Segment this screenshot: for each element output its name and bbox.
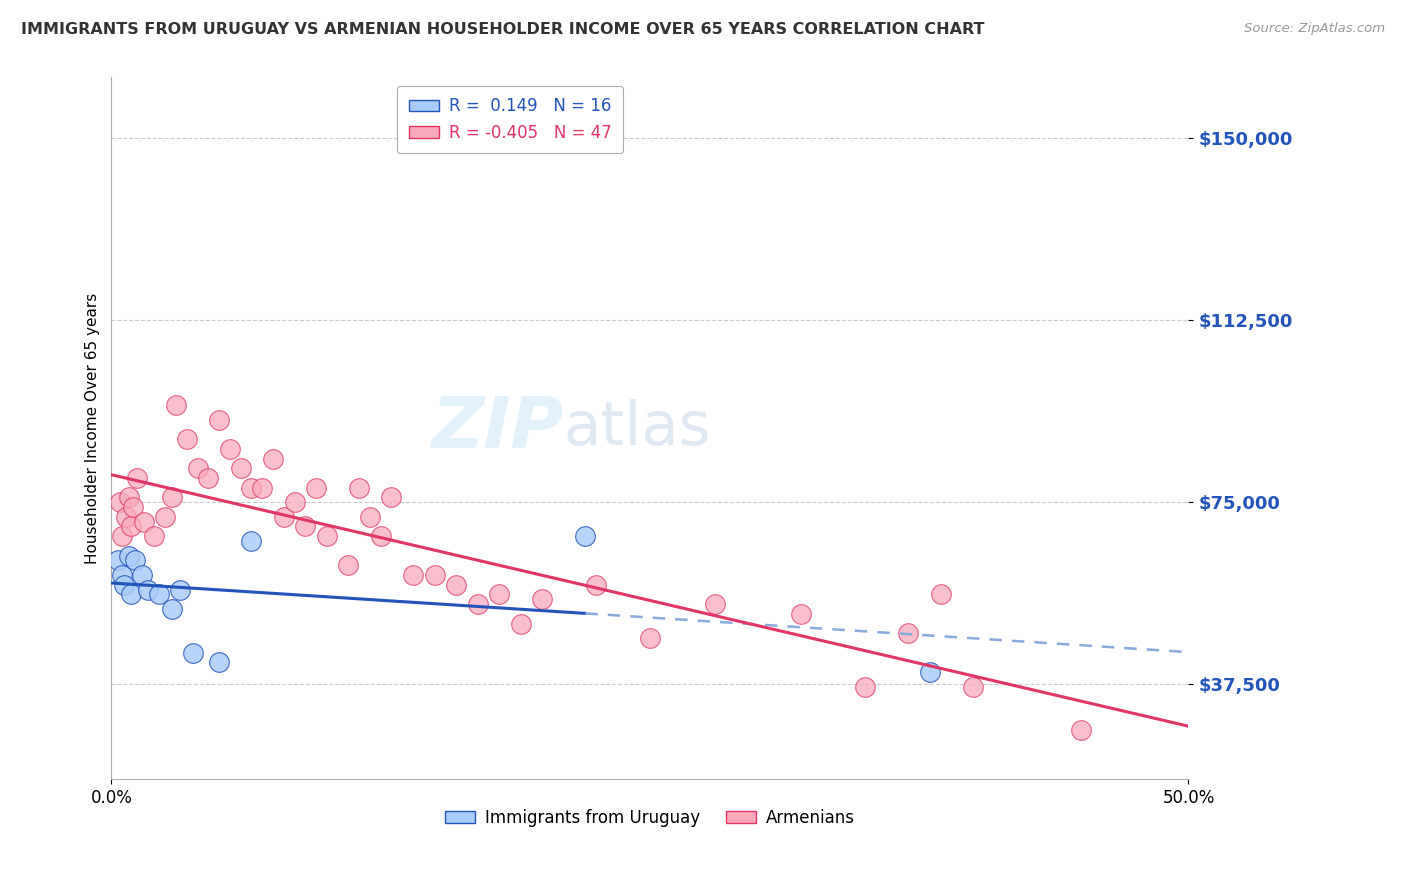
Point: [488, 587, 510, 601]
Point: [229, 461, 252, 475]
Point: [160, 602, 183, 616]
Point: [337, 558, 360, 573]
Point: [531, 592, 554, 607]
Point: [219, 442, 242, 456]
Point: [638, 631, 661, 645]
Point: [122, 500, 145, 514]
Point: [197, 471, 219, 485]
Point: [250, 481, 273, 495]
Point: [305, 481, 328, 495]
Point: [283, 495, 305, 509]
Point: [897, 626, 920, 640]
Point: [120, 519, 142, 533]
Point: [208, 412, 231, 426]
Point: [187, 461, 209, 475]
Point: [347, 481, 370, 495]
Text: ZIP: ZIP: [432, 393, 564, 463]
Point: [136, 582, 159, 597]
Point: [380, 491, 402, 505]
Point: [181, 646, 204, 660]
Text: Source: ZipAtlas.com: Source: ZipAtlas.com: [1244, 22, 1385, 36]
Point: [585, 578, 607, 592]
Point: [444, 578, 467, 592]
Point: [240, 481, 263, 495]
Text: IMMIGRANTS FROM URUGUAY VS ARMENIAN HOUSEHOLDER INCOME OVER 65 YEARS CORRELATION: IMMIGRANTS FROM URUGUAY VS ARMENIAN HOUS…: [21, 22, 984, 37]
Legend: Immigrants from Uruguay, Armenians: Immigrants from Uruguay, Armenians: [439, 803, 862, 834]
Point: [262, 451, 284, 466]
Point: [423, 568, 446, 582]
Point: [703, 597, 725, 611]
Point: [962, 680, 984, 694]
Point: [370, 529, 392, 543]
Point: [124, 553, 146, 567]
Point: [117, 491, 139, 505]
Point: [853, 680, 876, 694]
Point: [143, 529, 166, 543]
Point: [240, 534, 263, 549]
Point: [574, 529, 596, 543]
Point: [359, 509, 381, 524]
Point: [208, 656, 231, 670]
Point: [402, 568, 425, 582]
Point: [107, 553, 129, 567]
Point: [509, 616, 531, 631]
Point: [169, 582, 191, 597]
Point: [467, 597, 489, 611]
Point: [111, 529, 134, 543]
Point: [127, 471, 149, 485]
Point: [120, 587, 142, 601]
Point: [131, 568, 153, 582]
Point: [929, 587, 952, 601]
Point: [165, 398, 187, 412]
Y-axis label: Householder Income Over 65 years: Householder Income Over 65 years: [86, 293, 100, 564]
Point: [132, 515, 155, 529]
Point: [918, 665, 941, 679]
Point: [112, 578, 135, 592]
Point: [148, 587, 170, 601]
Point: [117, 549, 139, 563]
Point: [176, 432, 198, 446]
Point: [294, 519, 316, 533]
Point: [273, 509, 295, 524]
Text: atlas: atlas: [564, 399, 711, 458]
Point: [790, 607, 813, 621]
Point: [111, 568, 134, 582]
Point: [1070, 723, 1092, 738]
Point: [315, 529, 337, 543]
Point: [155, 509, 177, 524]
Point: [160, 491, 183, 505]
Point: [115, 509, 138, 524]
Point: [108, 495, 131, 509]
